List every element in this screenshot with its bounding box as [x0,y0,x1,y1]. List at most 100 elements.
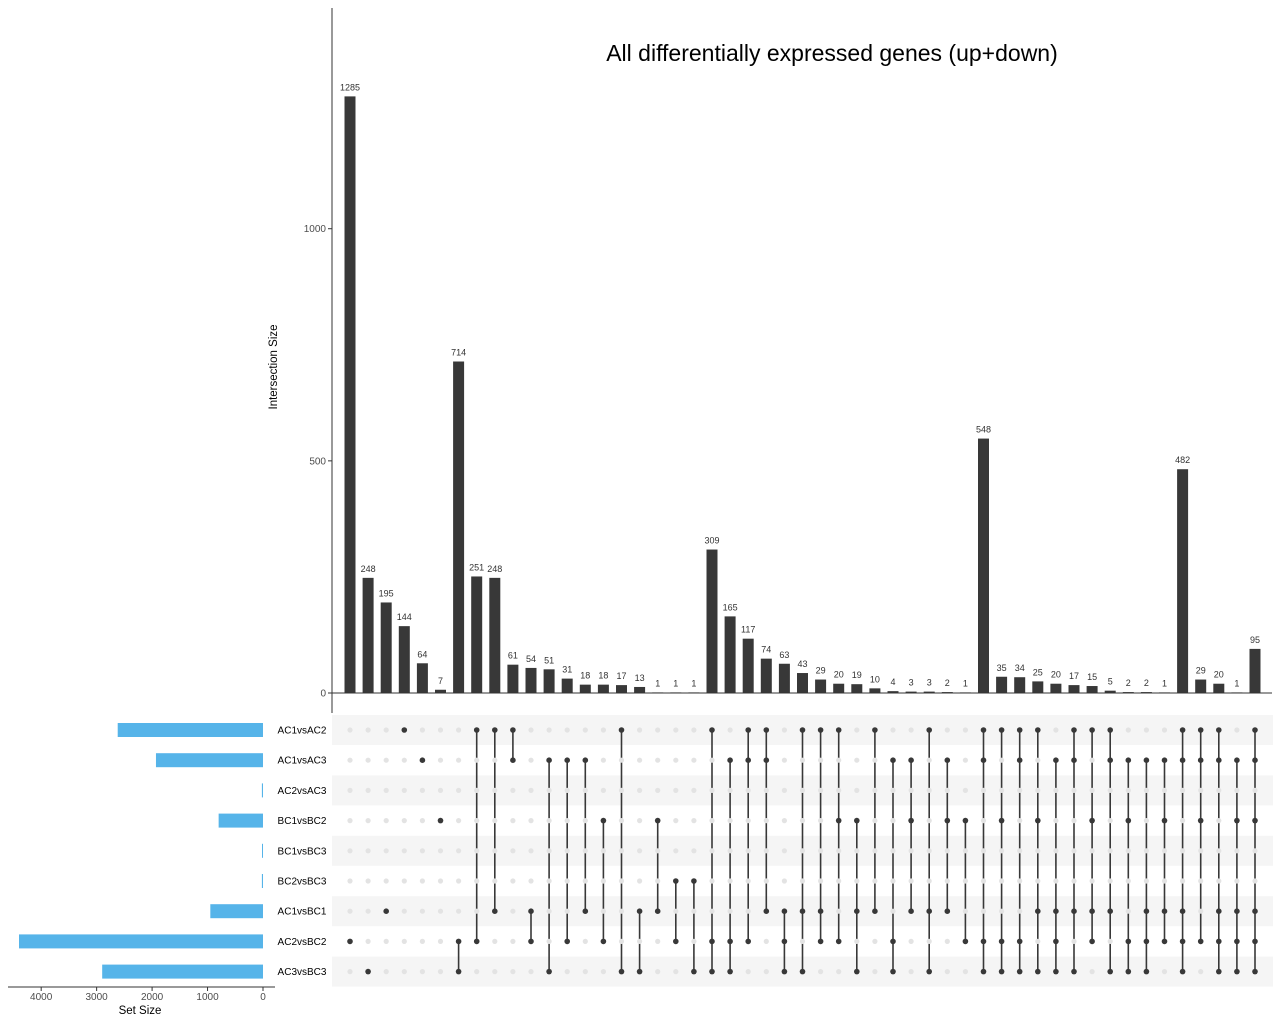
matrix-dot-inactive [854,878,860,884]
matrix-dot-inactive [546,908,552,914]
matrix-dot-active [998,938,1005,945]
intersection-bar [453,361,465,693]
matrix-dot-inactive [673,727,679,733]
matrix-dot-inactive [691,757,697,763]
matrix-dot-inactive [691,848,697,854]
matrix-dot-inactive [1198,787,1204,794]
matrix-dot-inactive [528,969,534,975]
matrix-dot-active [1197,757,1204,763]
matrix-dot-inactive [818,878,824,884]
set-size-bar [155,753,263,768]
matrix-dot-active [1234,908,1240,914]
matrix-dot-active [980,938,987,945]
bar-value-label: 95 [1250,635,1260,645]
intersection-bar [797,673,808,693]
matrix-dot-inactive [763,787,769,794]
matrix-dot-inactive [926,818,932,824]
matrix-dot-inactive [546,878,552,884]
y-tick-label: 500 [309,456,326,467]
matrix-dot-active [727,757,733,763]
bar-value-label: 1 [655,678,660,688]
matrix-dot-active [1071,968,1077,975]
matrix-dot-active [835,727,842,733]
matrix-dot-inactive [1216,848,1222,854]
bar-value-label: 4 [890,677,895,687]
matrix-dot-inactive [872,818,878,824]
bar-value-label: 548 [976,425,991,435]
matrix-dot-inactive [781,878,788,884]
matrix-dot-active [980,757,987,763]
matrix-dot-inactive [1125,908,1131,914]
matrix-dot-inactive [673,848,679,854]
matrix-dot-inactive [1161,727,1168,733]
matrix-dot-active [1216,908,1222,914]
matrix-dot-inactive [854,757,860,763]
matrix-dot-active [1234,938,1240,945]
matrix-dot-inactive [600,787,607,794]
matrix-dot-active [709,727,715,733]
matrix-dot-inactive [908,727,914,733]
matrix-dot-inactive [492,757,498,763]
bar-value-label: 7 [438,676,443,686]
matrix-dot-inactive [926,787,932,794]
matrix-dot-inactive [1198,969,1204,975]
intersection-bar [1195,679,1207,693]
intersection-bar [760,658,772,693]
matrix-dot-inactive [1017,908,1023,914]
matrix-dot-inactive [419,878,425,884]
set-size-bar [117,723,263,737]
matrix-dot-inactive [691,938,697,945]
bar-value-label: 20 [1051,670,1061,680]
matrix-dot-inactive [854,787,860,794]
matrix-dot-inactive [962,787,969,794]
matrix-dot-inactive [962,848,969,854]
matrix-dot-inactive [600,969,607,975]
matrix-dot-inactive [492,787,498,794]
bar-value-label: 63 [779,650,789,660]
matrix-dot-active [1053,908,1059,914]
matrix-dot-inactive [401,908,407,914]
matrix-dot-active [1089,938,1095,945]
bar-value-label: 2 [1144,678,1149,688]
matrix-dot-active [944,817,951,824]
matrix-dot-inactive [836,969,842,975]
matrix-dot-inactive [1089,878,1095,884]
matrix-dot-inactive [510,787,516,794]
bar-value-label: 17 [616,671,626,681]
matrix-dot-active [365,968,371,975]
matrix-dot-inactive [1234,787,1240,794]
matrix-dot-active [1252,908,1258,914]
set-size-bar [261,874,263,888]
matrix-dot-inactive [456,757,462,763]
matrix-dot-inactive [781,787,788,794]
matrix-dot-inactive [437,757,444,763]
matrix-dot-active [709,968,715,975]
matrix-dot-inactive [564,727,570,733]
matrix-dot-inactive [474,848,480,854]
matrix-dot-inactive [600,727,607,733]
matrix-dot-active [799,968,806,975]
bar-value-label: 1 [673,678,678,688]
matrix-dot-inactive [546,848,552,854]
bar-value-label: 482 [1175,455,1190,465]
bar-value-label: 2 [945,678,950,688]
bar-value-label: 2 [1126,678,1131,688]
matrix-dot-inactive [1161,787,1168,794]
matrix-dot-active [600,817,607,824]
bar-value-label: 18 [598,671,608,681]
matrix-dot-inactive [980,908,987,914]
matrix-dot-active [473,938,480,945]
set-size-tick-label: 0 [260,992,266,1003]
set-label: BC2vsBC3 [278,877,327,888]
matrix-dot-inactive [492,848,498,854]
matrix-dot-inactive [1198,848,1204,854]
matrix-dot-inactive [980,878,987,884]
matrix-dot-inactive [727,878,733,884]
matrix-dot-inactive [926,878,932,884]
intersection-bar [489,577,501,693]
matrix-dot-active [709,938,715,945]
matrix-dot-active [492,727,498,733]
matrix-dot-inactive [908,848,914,854]
intersection-bar [905,691,917,693]
matrix-dot-inactive [564,787,570,794]
